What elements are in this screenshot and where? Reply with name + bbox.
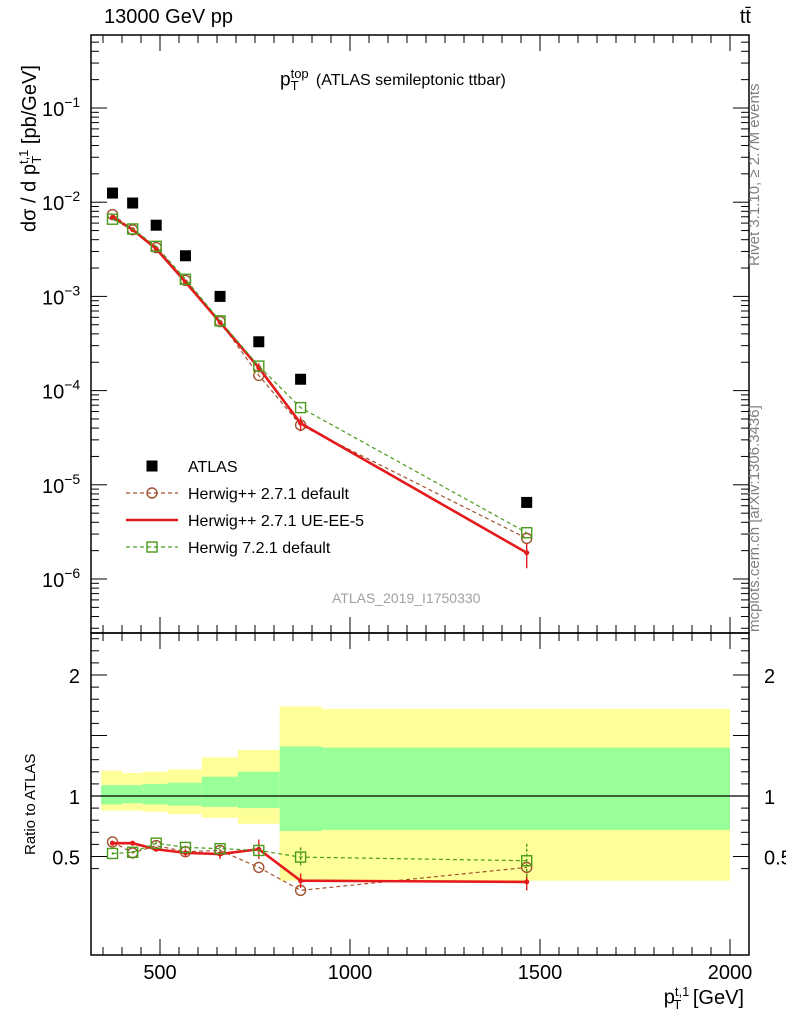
main-herwig-7-2-1-default-point-7 <box>521 527 533 539</box>
ratio-herwig-2-7-1-ue-ee-5-line <box>112 841 527 884</box>
main-herwig-7-2-1-default-line <box>112 218 527 534</box>
analysis-id: ATLAS_2019_I1750330 <box>332 590 481 606</box>
legend-marker-1 <box>146 487 158 499</box>
legend-marker-0 <box>146 460 158 472</box>
x-tick-label-3: 2000 <box>708 962 753 984</box>
ratio-y-tick-label-1: 1 <box>69 787 80 809</box>
ratio-herwig-2-7-1-ue-ee-5-point-2 <box>153 846 159 852</box>
main-herwig-2-7-1-ue-ee-5-point-6 <box>298 420 304 426</box>
process-label: 13000 GeV pp <box>104 6 233 28</box>
legend-label-1: Herwig++ 2.7.1 default <box>188 486 350 503</box>
ratio-herwig-7-2-1-default-point-1 <box>126 846 139 858</box>
main-atlas-point-1 <box>127 197 139 209</box>
legend-marker-3 <box>146 541 158 553</box>
x-tick-label-1: 1000 <box>328 962 373 984</box>
main-y-tick-label-0: 10−6 <box>42 565 80 592</box>
main-herwig-2-7-1-ue-ee-5-point-5 <box>256 365 262 371</box>
legend-label-0: ATLAS <box>188 459 238 476</box>
ratio-herwig-7-2-1-default-point-3 <box>179 841 192 854</box>
ratio-herwig-7-2-1-default-point-0 <box>106 847 119 860</box>
legend-label-3: Herwig 7.2.1 default <box>188 540 331 557</box>
main-herwig-2-7-1-ue-ee-5-point-0 <box>110 214 115 220</box>
mcplots-label: mcplots.cern.ch [arXiv:1306.3436] <box>746 405 763 632</box>
main-herwig-7-2-1-default-point-4 <box>214 315 226 327</box>
ratio-panel-frame <box>90 632 750 956</box>
main-herwig-2-7-1-ue-ee-5-point-3 <box>182 279 188 285</box>
ratio-inner-band-4 <box>201 776 238 807</box>
main-herwig-2-7-1-ue-ee-5-point-2 <box>153 246 159 252</box>
x-tick-label-2: 1500 <box>518 962 563 984</box>
main-herwig-7-2-1-default-point-1 <box>126 223 139 235</box>
ratio-herwig-2-7-1-default-point-7 <box>521 861 533 874</box>
ratio-inner-band-1 <box>122 785 143 804</box>
legend-label-2: Herwig++ 2.7.1 UE-EE-5 <box>188 513 364 530</box>
main-atlas-point-4 <box>214 290 226 302</box>
ratio-herwig-2-7-1-default-line <box>112 841 527 891</box>
ratio-y-tick-label-right-0: 0.5 <box>764 848 786 870</box>
main-atlas-point-6 <box>295 373 307 385</box>
ratio-y-tick-label-right-2: 2 <box>764 666 775 688</box>
main-herwig-2-7-1-ue-ee-5-point-4 <box>217 319 223 325</box>
main-herwig-7-2-1-default-point-5 <box>253 360 265 372</box>
ratio-herwig-2-7-1-ue-ee-5-point-1 <box>130 840 136 846</box>
x-tick-label-0: 500 <box>143 962 176 984</box>
final-state-label: tt̄ <box>739 6 751 28</box>
main-y-tick-label-2: 10−4 <box>42 377 80 404</box>
ratio-herwig-7-2-1-default-point-5 <box>253 844 265 857</box>
ratio-herwig-2-7-1-ue-ee-5-point-0 <box>110 840 115 846</box>
main-y-tick-label-1: 10−5 <box>42 471 80 498</box>
ratio-inner-band-0 <box>101 785 122 805</box>
ratio-inner-band-7 <box>321 747 730 830</box>
main-atlas-point-7 <box>521 496 533 508</box>
rivet-version-label: Rivet 3.1.10, ≥ 2.7M events <box>746 83 763 267</box>
ratio-herwig-7-2-1-default-point-7 <box>521 855 533 867</box>
main-herwig-7-2-1-default-point-2 <box>150 240 162 253</box>
legend: ATLAS Herwig++ 2.7.1 default Herwig++ 2.7.… <box>126 459 364 557</box>
ratio-herwig-7-2-1-default-point-6 <box>294 851 307 863</box>
x-axis-label: pt,1T [GeV] <box>663 984 744 1012</box>
plot-axes: 10−6 10−5 10−4 10−3 10−2 10−1 500 1000 1500 2000 0… <box>42 34 786 984</box>
ratio-herwig-7-2-1-default-point-4 <box>214 842 226 855</box>
ratio-y-tick-label-2: 2 <box>69 666 80 688</box>
ratio-y-tick-label-0: 0.5 <box>52 848 80 870</box>
main-y-axis-label: dσ / d pt,1T [pb/GeV] <box>16 65 44 232</box>
main-atlas-point-3 <box>179 250 191 262</box>
ratio-herwig-2-7-1-ue-ee-5-point-6 <box>298 878 304 884</box>
ratio-inner-band-2 <box>142 783 168 805</box>
main-atlas-point-0 <box>107 187 118 199</box>
ratio-herwig-7-2-1-default-line <box>112 842 527 862</box>
main-herwig-7-2-1-default-point-6 <box>294 401 307 414</box>
main-herwig-2-7-1-ue-ee-5-point-7 <box>524 550 530 556</box>
ratio-inner-band-3 <box>167 782 202 806</box>
main-herwig-2-7-1-ue-ee-5-line <box>111 216 528 554</box>
main-herwig-7-2-1-default-point-0 <box>106 213 119 225</box>
ratio-inner-band-6 <box>279 746 322 832</box>
ratio-uncertainty-bands <box>101 706 730 881</box>
ratio-y-axis-label: Ratio to ATLAS <box>22 753 39 855</box>
main-y-tick-label-5: 10−1 <box>42 94 80 121</box>
ratio-herwig-2-7-1-default-point-5 <box>253 861 265 874</box>
ratio-herwig-2-7-1-ue-ee-5-point-7 <box>524 879 530 885</box>
main-atlas-point-2 <box>150 219 162 231</box>
main-y-tick-label-4: 10−2 <box>42 188 80 215</box>
ratio-y-tick-label-right-1: 1 <box>764 787 775 809</box>
ratio-panel-series <box>91 795 749 897</box>
ratio-herwig-7-2-1-default-point-2 <box>150 837 162 849</box>
main-atlas-point-5 <box>253 336 265 348</box>
main-panel-series <box>106 187 533 569</box>
ratio-inner-band-5 <box>237 771 280 809</box>
main-y-tick-label-3: 10−3 <box>42 282 80 309</box>
main-herwig-7-2-1-default-point-3 <box>179 273 192 285</box>
plot-title: ptopT (ATLAS semileptonic ttbar) <box>280 66 506 94</box>
